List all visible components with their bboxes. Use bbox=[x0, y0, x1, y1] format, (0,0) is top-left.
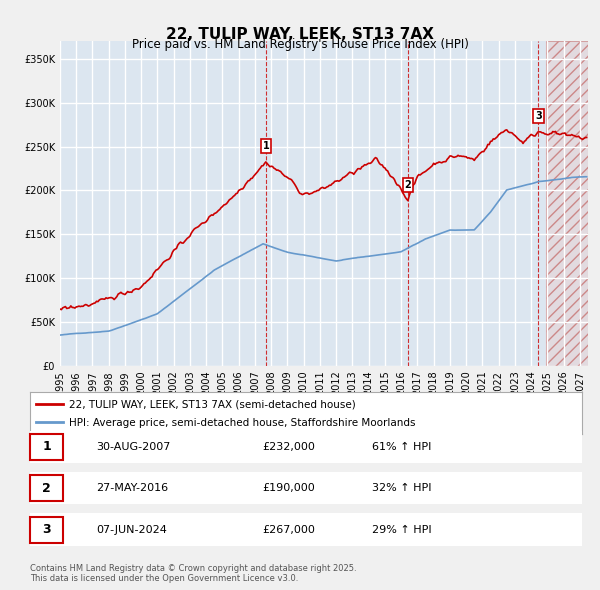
Text: £190,000: £190,000 bbox=[262, 483, 314, 493]
Text: 27-MAY-2016: 27-MAY-2016 bbox=[96, 483, 169, 493]
Text: HPI: Average price, semi-detached house, Staffordshire Moorlands: HPI: Average price, semi-detached house,… bbox=[68, 418, 415, 428]
Text: Price paid vs. HM Land Registry's House Price Index (HPI): Price paid vs. HM Land Registry's House … bbox=[131, 38, 469, 51]
Text: 3: 3 bbox=[42, 523, 51, 536]
Text: 07-JUN-2024: 07-JUN-2024 bbox=[96, 525, 167, 535]
Text: 2: 2 bbox=[404, 180, 411, 190]
Text: 2: 2 bbox=[42, 481, 51, 495]
Text: 1: 1 bbox=[42, 440, 51, 454]
Text: 32% ↑ HPI: 32% ↑ HPI bbox=[372, 483, 432, 493]
Text: Contains HM Land Registry data © Crown copyright and database right 2025.
This d: Contains HM Land Registry data © Crown c… bbox=[30, 563, 356, 583]
Text: 1: 1 bbox=[262, 142, 269, 152]
Text: £267,000: £267,000 bbox=[262, 525, 315, 535]
FancyBboxPatch shape bbox=[30, 476, 63, 502]
Text: 30-AUG-2007: 30-AUG-2007 bbox=[96, 442, 170, 452]
Text: 61% ↑ HPI: 61% ↑ HPI bbox=[372, 442, 431, 452]
Bar bbox=[546, 41, 588, 366]
FancyBboxPatch shape bbox=[30, 434, 63, 460]
Bar bbox=[546, 41, 588, 366]
Text: 29% ↑ HPI: 29% ↑ HPI bbox=[372, 525, 432, 535]
FancyBboxPatch shape bbox=[30, 517, 63, 543]
Text: 3: 3 bbox=[535, 112, 542, 122]
Text: £232,000: £232,000 bbox=[262, 442, 315, 452]
Text: 22, TULIP WAY, LEEK, ST13 7AX: 22, TULIP WAY, LEEK, ST13 7AX bbox=[166, 27, 434, 41]
Text: 22, TULIP WAY, LEEK, ST13 7AX (semi-detached house): 22, TULIP WAY, LEEK, ST13 7AX (semi-deta… bbox=[68, 400, 355, 409]
